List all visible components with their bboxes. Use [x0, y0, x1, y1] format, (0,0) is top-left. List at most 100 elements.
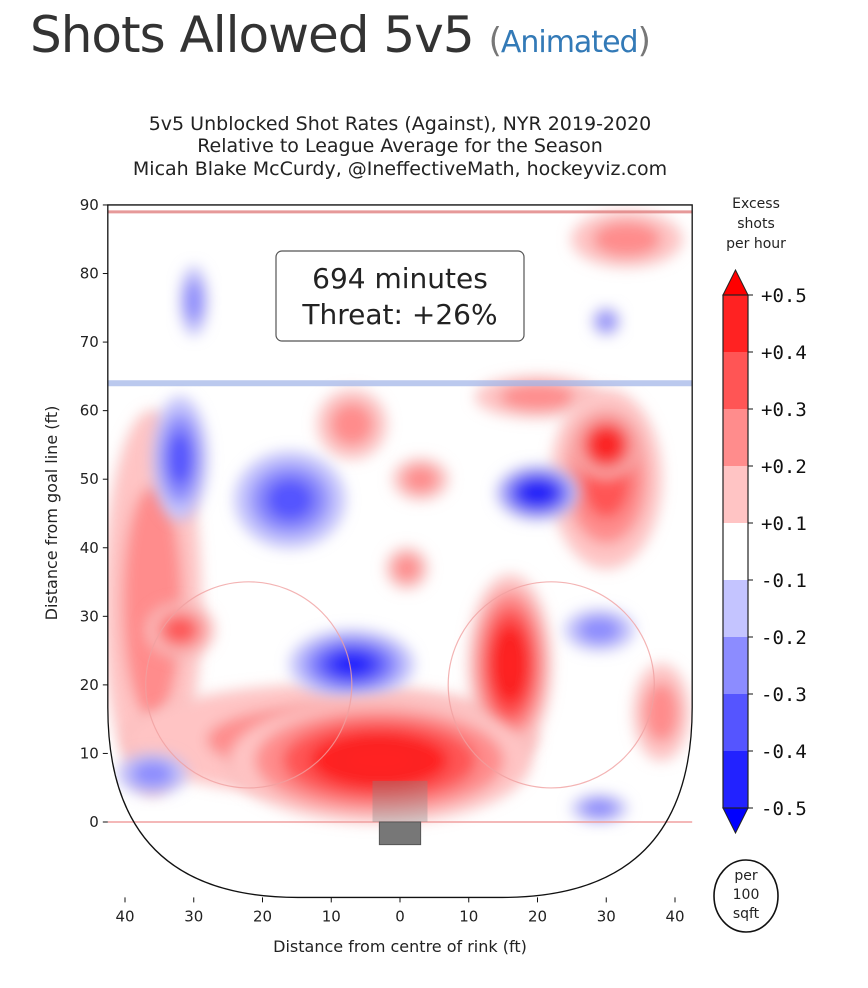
- minutes-text: 694 minutes: [312, 262, 488, 295]
- right-faceoff-circle: [447, 581, 655, 789]
- heat-contour: [564, 608, 635, 652]
- heat-level: [185, 279, 203, 323]
- colorbar: Excess shots per hour per 100 sqft +0.5 +…: [713, 196, 807, 933]
- y-tick-label: 40: [80, 539, 99, 557]
- heat-contour: [392, 458, 449, 501]
- colorbar-tick-label: -0.4: [761, 741, 807, 763]
- heat-contour: [317, 389, 387, 460]
- unit-badge-line-1: per: [734, 868, 758, 884]
- colorbar-tick-label: +0.2: [761, 456, 807, 478]
- heat-contour: [571, 794, 628, 823]
- colorbar-title-2: shots: [737, 216, 775, 232]
- heat-contour: [475, 375, 600, 418]
- heat-level: [403, 466, 438, 493]
- left-faceoff-circle: [145, 581, 353, 789]
- heat-level: [596, 435, 617, 455]
- heat-level: [167, 431, 193, 486]
- colorbar-bin: [723, 580, 748, 638]
- heat-level: [525, 484, 550, 501]
- y-tick-label: 80: [80, 265, 99, 283]
- heat-contour: [152, 396, 208, 521]
- colorbar-bin: [723, 295, 748, 353]
- colorbar-tick-label: -0.2: [761, 627, 807, 649]
- colorbar-under-arrow: [722, 807, 749, 835]
- y-tick-label: 90: [80, 196, 99, 214]
- colorbar-title-3: per hour: [726, 236, 786, 252]
- y-tick-label: 0: [89, 813, 99, 831]
- heat-contour: [495, 464, 580, 521]
- paren-close: ): [637, 21, 651, 61]
- goal-crease: [372, 780, 428, 822]
- x-tick-label: 20: [528, 907, 547, 925]
- heat-contour: [468, 574, 552, 754]
- threat-text: Threat: +26%: [301, 298, 497, 331]
- y-tick-label: 20: [80, 676, 99, 694]
- heat-contour: [234, 451, 346, 549]
- heat-level: [330, 652, 373, 677]
- title-text: Shots Allowed 5v5: [30, 6, 475, 64]
- heat-contour: [385, 547, 428, 590]
- x-axis-label: Distance from centre of rink (ft): [273, 937, 527, 956]
- colorbar-title-1: Excess: [732, 196, 780, 212]
- unit-badge-line-3: sqft: [733, 906, 760, 922]
- animated-link[interactable]: Animated: [500, 25, 639, 60]
- y-tick-label: 10: [80, 744, 99, 762]
- x-tick-label: 30: [184, 907, 203, 925]
- heat-level: [330, 403, 373, 446]
- heat-level: [394, 555, 420, 582]
- heat-contour: [145, 602, 215, 658]
- x-tick-label: 40: [115, 907, 134, 925]
- colorbar-bin: [723, 352, 748, 410]
- goal-net: [378, 821, 422, 846]
- axes: 40 30 20 10 0 10 20 30 40 0 10 20 30 40 50 60 70 80 90: [80, 196, 685, 925]
- colorbar-bin: [723, 409, 748, 467]
- annotation-box: 694 minutes Threat: +26%: [275, 250, 525, 342]
- heat-level: [123, 486, 182, 719]
- heat-level: [131, 761, 174, 787]
- colorbar-tick-label: +0.5: [761, 285, 807, 307]
- colorbar-tick-label: -0.5: [761, 798, 807, 820]
- y-tick-label: 50: [80, 470, 99, 488]
- colorbar-over-arrow: [722, 268, 749, 296]
- x-tick-label: 30: [597, 907, 616, 925]
- heat-contour: [571, 410, 642, 480]
- y-tick-label: 60: [80, 402, 99, 420]
- chart-title-line-3: Micah Blake McCurdy, @IneffectiveMath, h…: [133, 158, 667, 180]
- x-tick-label: 0: [395, 907, 405, 925]
- colorbar-tick-label: -0.3: [761, 684, 807, 706]
- heat-level: [164, 617, 196, 643]
- heat-level: [337, 742, 422, 778]
- chart-title-line-1: 5v5 Unblocked Shot Rates (Against), NYR …: [149, 113, 652, 135]
- rink-markings: [107, 204, 693, 899]
- colorbar-bin: [723, 751, 748, 809]
- heat-level: [578, 617, 621, 643]
- heat-level: [644, 683, 679, 742]
- y-tick-label: 70: [80, 333, 99, 351]
- heat-level: [582, 799, 617, 818]
- x-tick-label: 20: [253, 907, 272, 925]
- heatmap-layer: [107, 204, 693, 898]
- annotation-frame: [275, 250, 525, 342]
- heat-contour: [179, 266, 208, 336]
- x-tick-label: 10: [459, 907, 478, 925]
- x-tick-label: 40: [665, 907, 684, 925]
- rink-boundary: [107, 204, 693, 899]
- colorbar-tick-label: +0.4: [761, 342, 807, 364]
- page-title: Shots Allowed 5v5 (Animated): [30, 6, 651, 64]
- colorbar-tick-label: -0.1: [761, 570, 807, 592]
- colorbar-bin: [723, 523, 748, 581]
- heat-level: [597, 312, 615, 331]
- heat-level: [499, 384, 576, 410]
- heat-level: [593, 222, 661, 257]
- colorbar-tick-label: +0.1: [761, 513, 807, 535]
- unit-badge: per 100 sqft: [713, 859, 779, 933]
- heat-contour: [592, 307, 621, 336]
- unit-badge-line-2: 100: [733, 887, 760, 903]
- y-axis-label: Distance from goal line (ft): [42, 406, 61, 621]
- heat-contour: [117, 752, 188, 796]
- paren-open: (: [488, 21, 502, 61]
- heat-level: [498, 639, 522, 690]
- colorbar-bin: [723, 466, 748, 524]
- colorbar-frame: [722, 294, 749, 809]
